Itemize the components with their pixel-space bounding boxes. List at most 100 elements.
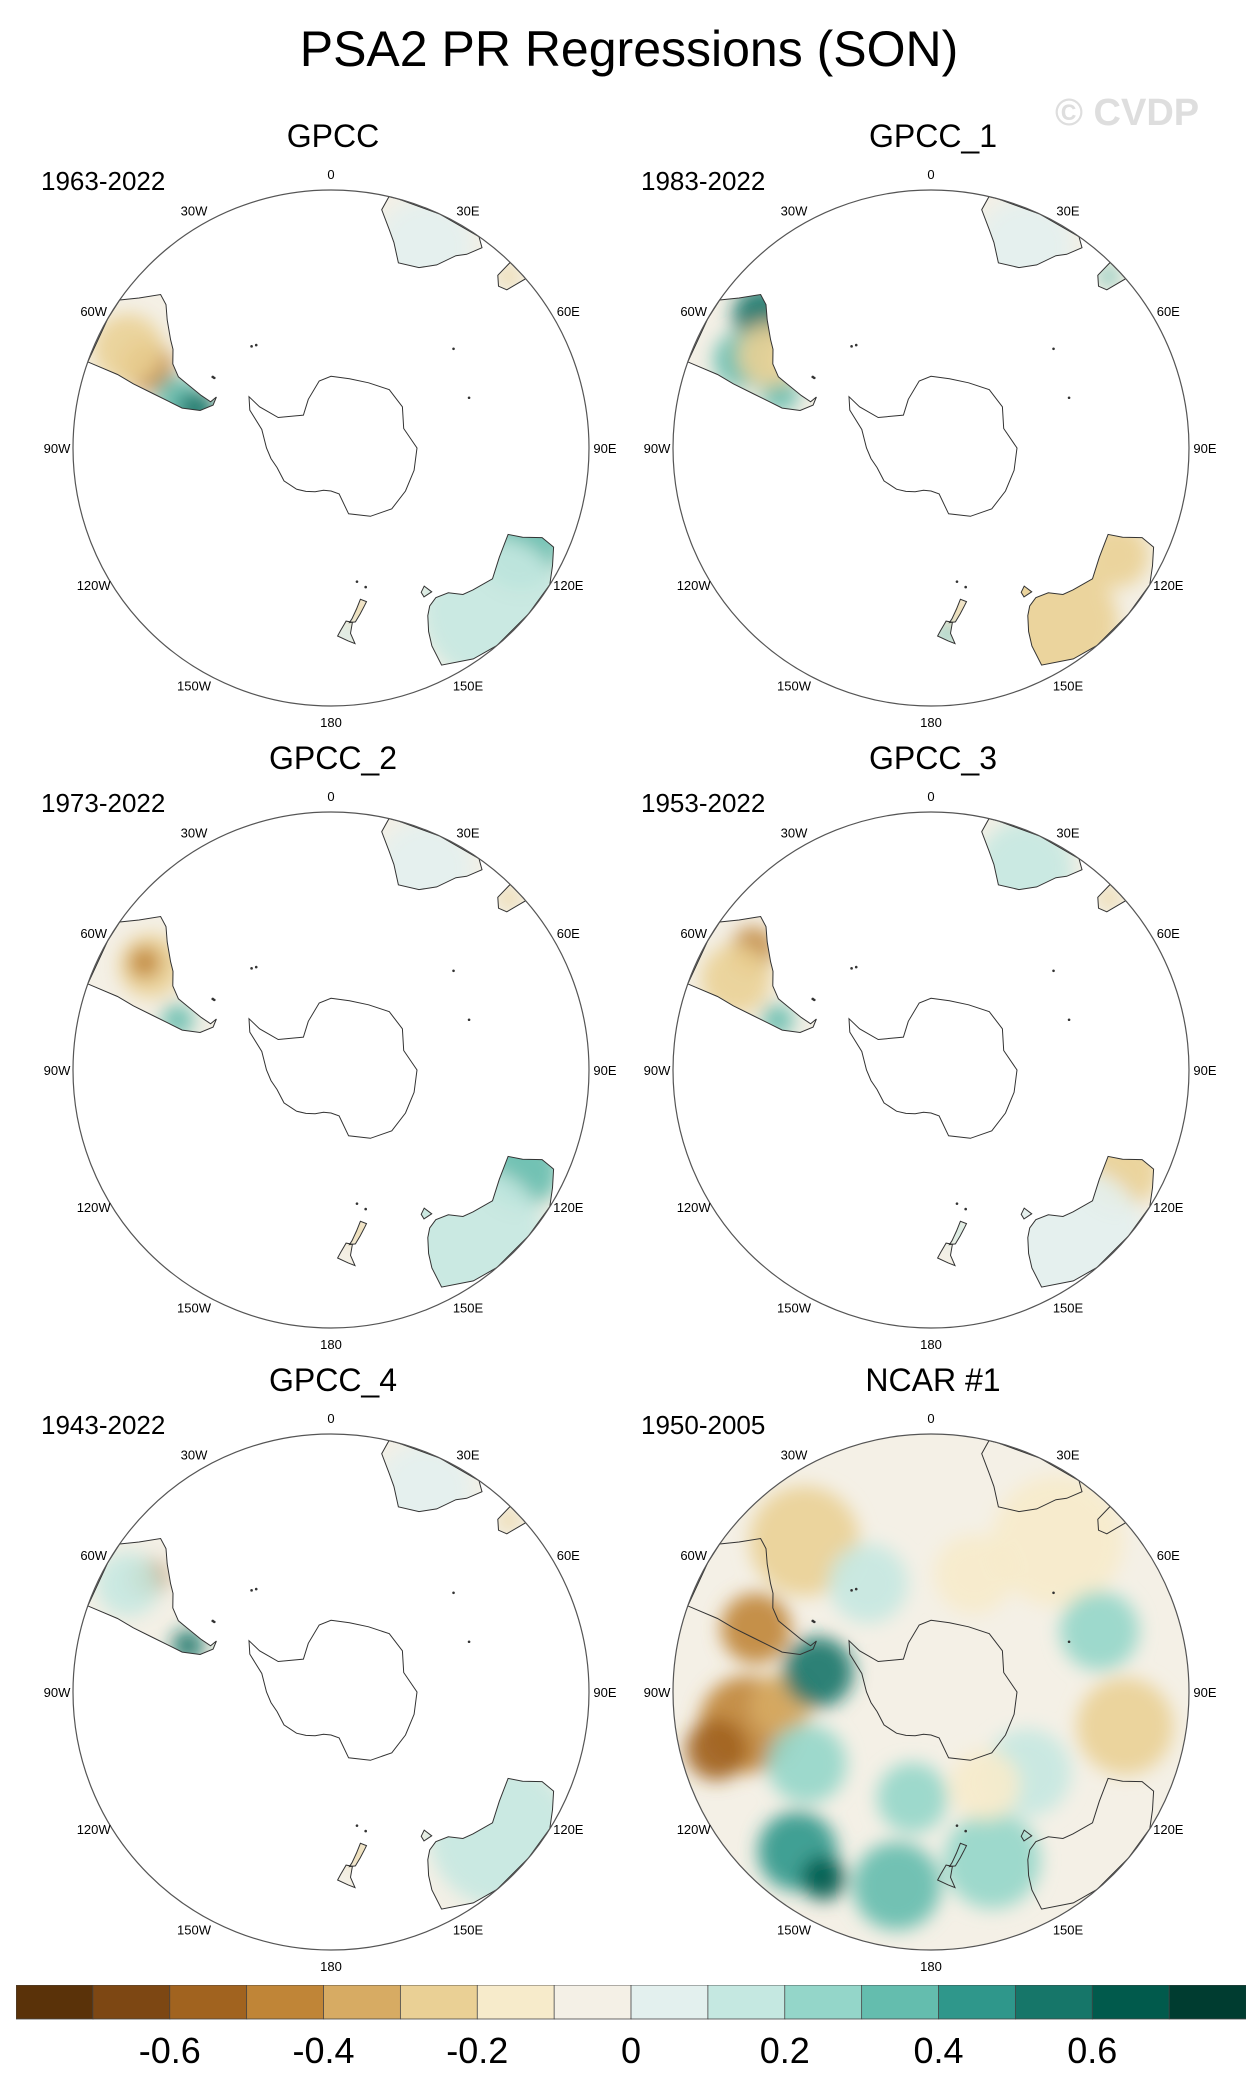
precip-field	[87, 196, 554, 666]
lon-label: 120E	[1153, 1200, 1184, 1215]
watermark: © CVDP	[1055, 92, 1200, 134]
island-dot	[364, 1207, 367, 1211]
lon-label: 30E	[456, 1448, 479, 1463]
panel-title: NCAR #1	[865, 1362, 1001, 1398]
colorbar-tick-label: 0	[620, 2030, 642, 2071]
island-dot	[811, 997, 815, 1001]
coastlines	[87, 196, 555, 666]
australia-coast	[1027, 533, 1155, 666]
antarctica-coast	[848, 1619, 1018, 1761]
polar-map: 0 30E 60E 90E 120E 150E 180 150W 120W 90W 60W 30W	[644, 167, 1217, 730]
island-dot	[467, 396, 471, 400]
island-dot	[964, 1207, 967, 1211]
antarctica-coast	[248, 1619, 418, 1761]
colorbar-box	[784, 1985, 863, 2020]
nzN-coast	[336, 1242, 356, 1267]
antarctica-coast	[848, 375, 1018, 517]
lon-label: 30W	[781, 826, 808, 841]
polar-map: 0 30E 60E 90E 120E 150E 180 150W 120W 90W 60W 30W	[44, 1411, 617, 1974]
island-dot	[452, 969, 455, 973]
precip-field	[673, 1434, 1189, 1950]
lon-label: 0	[927, 789, 934, 804]
colorbar-labels: -0.6 -0.4 -0.2 0 0.2 0.4 0.6	[0, 2030, 1258, 2080]
island-dot	[964, 1829, 967, 1833]
panel-period: 1973-2022	[41, 788, 166, 818]
island-dot	[854, 1587, 858, 1591]
lon-label: 60W	[680, 304, 707, 319]
antarctica-coast	[248, 997, 418, 1139]
island-dot	[355, 1824, 359, 1827]
colorbar-box	[246, 1985, 325, 2020]
island-dot	[254, 343, 258, 347]
panel-title: GPCC_2	[268, 740, 398, 776]
colorbar-box	[938, 1985, 1017, 2020]
lon-label: 30W	[181, 826, 208, 841]
panel-title: GPCC	[286, 118, 380, 154]
lon-label: 90E	[593, 1685, 616, 1700]
nzS-coast	[348, 1842, 368, 1868]
lon-label: 60W	[80, 926, 107, 941]
island-dot	[1052, 1591, 1055, 1595]
island-dot	[254, 965, 258, 969]
safrica-coast	[381, 196, 483, 269]
colorbar-tick-label: 0.2	[759, 2030, 810, 2071]
tasmania-coast	[1020, 1829, 1033, 1842]
lon-label: 90E	[593, 1063, 616, 1078]
lon-label: 0	[327, 1411, 334, 1426]
lon-label: 30E	[1056, 204, 1079, 219]
lon-label: 90W	[644, 1063, 671, 1078]
panel-period: 1943-2022	[41, 1410, 166, 1440]
lon-label: 120E	[553, 1200, 584, 1215]
lon-label: 60W	[80, 304, 107, 319]
samerica-coast	[687, 293, 817, 412]
lon-label: 180	[320, 1337, 342, 1352]
nzN-coast	[936, 1864, 956, 1889]
precip-field	[687, 818, 1154, 1288]
island-dot	[964, 585, 967, 589]
lon-label: 180	[920, 1337, 942, 1352]
lon-label: 60E	[1157, 304, 1180, 319]
lon-label: 150E	[1053, 1300, 1084, 1315]
colorbar-box	[707, 1985, 786, 2020]
lon-label: 30E	[1056, 1448, 1079, 1463]
island-dot	[1052, 969, 1055, 973]
nzS-coast	[948, 1220, 968, 1246]
island-dot	[1052, 347, 1055, 351]
samerica-coast	[87, 293, 217, 412]
lon-label: 90E	[1193, 441, 1216, 456]
island-dot	[1067, 1018, 1071, 1022]
lon-label: 90W	[44, 441, 71, 456]
figure-title: PSA2 PR Regressions (SON)	[299, 21, 959, 77]
island-dot	[955, 1824, 959, 1827]
precip-field	[87, 818, 554, 1288]
nzN-coast	[936, 620, 956, 645]
antarctica-coast	[848, 997, 1018, 1139]
lon-label: 120W	[677, 1200, 712, 1215]
coastlines	[687, 818, 1155, 1288]
colorbar-tick-label: 0.6	[1067, 2030, 1118, 2071]
tasmania-coast	[420, 1207, 433, 1220]
precip-field	[87, 1440, 554, 1910]
lon-label: 150W	[777, 1922, 812, 1937]
island-dot	[850, 345, 853, 348]
lon-label: 120E	[1153, 578, 1184, 593]
colorbar-box	[1091, 1985, 1170, 2020]
panel-period: 1963-2022	[41, 166, 166, 196]
colorbar-box	[323, 1985, 402, 2020]
lon-label: 180	[920, 715, 942, 730]
panel-title: GPCC_1	[868, 118, 998, 154]
island-dot	[955, 1202, 959, 1205]
panel-gpcc-1: GPCC_1 1983-2022 0 30E 60E 90E 120E 150E 180 15…	[633, 118, 1233, 738]
island-dot	[850, 1589, 853, 1592]
lon-label: 90W	[44, 1685, 71, 1700]
map-boundary	[72, 1433, 590, 1951]
panel-gpcc-3: GPCC_3 1953-2022 0 30E 60E 90E 120E 150E 180 15…	[633, 740, 1233, 1360]
map-boundary	[672, 1433, 1190, 1951]
island-dot	[467, 1640, 471, 1644]
lon-label: 150W	[777, 678, 812, 693]
lon-label: 150E	[453, 678, 484, 693]
lon-label: 150W	[177, 1300, 212, 1315]
lon-label: 90W	[44, 1063, 71, 1078]
australia-coast	[1027, 1777, 1155, 1910]
lon-label: 90E	[1193, 1685, 1216, 1700]
